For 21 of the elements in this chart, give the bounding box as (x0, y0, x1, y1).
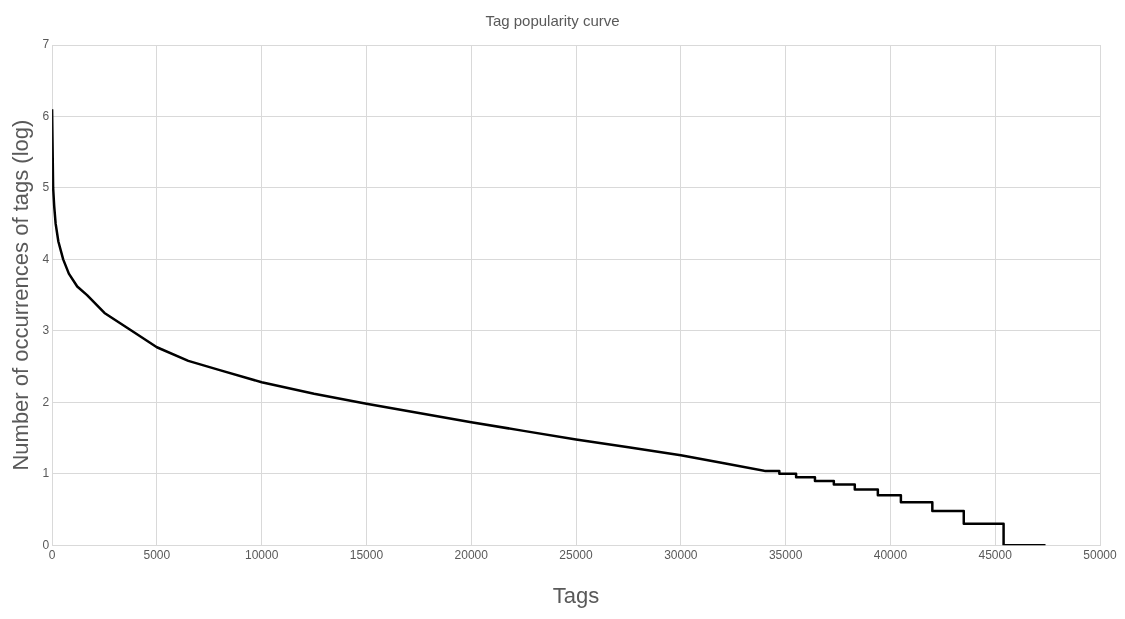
x-tick-label: 45000 (978, 547, 1013, 562)
x-tick-label: 25000 (559, 547, 594, 562)
x-tick-label: 30000 (664, 547, 698, 562)
x-tick-label: 5000 (143, 547, 171, 562)
x-tick-label: 10000 (244, 547, 279, 562)
y-axis-title: Number of occurrences of tags (log) (8, 119, 34, 471)
y-tick-label: 6 (42, 108, 50, 123)
x-tick-label: 50000 (1083, 547, 1118, 562)
x-tick-label: 20000 (454, 547, 489, 562)
y-tick-label: 2 (42, 394, 50, 409)
y-tick-label: 5 (42, 180, 50, 195)
x-axis-title: Tags (552, 582, 600, 608)
y-tick-label: 4 (42, 251, 50, 266)
x-tick-label: 40000 (873, 547, 908, 562)
chart-title: Tag popularity curve (485, 12, 620, 30)
y-tick-label: 3 (42, 323, 50, 338)
y-tick-label: 1 (42, 466, 50, 481)
x-tick-label: 15000 (349, 547, 384, 562)
x-tick-label: 35000 (768, 547, 803, 562)
y-tick-label: 7 (42, 37, 50, 52)
y-tick-label: 0 (42, 537, 50, 552)
